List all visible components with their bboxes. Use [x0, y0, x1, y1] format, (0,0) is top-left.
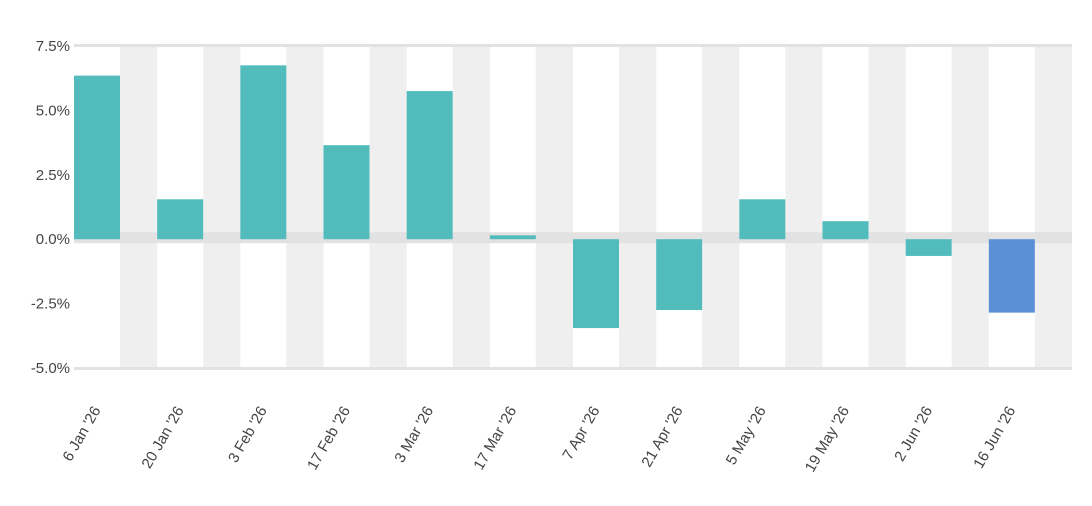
bottom-border — [74, 367, 1072, 370]
y-tick-label: 5.0% — [36, 102, 70, 119]
column-band — [951, 46, 989, 368]
bar-7[interactable] — [656, 239, 703, 311]
bar-5[interactable] — [489, 235, 536, 240]
top-border — [74, 44, 1072, 47]
column-band — [1034, 46, 1072, 368]
x-tick-label: 16 Jun '26 — [970, 403, 1019, 471]
bars — [74, 65, 1035, 329]
column-bands — [120, 46, 1072, 368]
x-tick-label: 2 Jun '26 — [891, 404, 936, 465]
x-tick-label: 19 May '26 — [802, 404, 853, 476]
y-tick-label: -2.5% — [31, 296, 70, 313]
column-band — [785, 46, 823, 368]
column-band — [286, 46, 324, 368]
bar-6[interactable] — [573, 239, 619, 329]
column-band — [203, 46, 241, 368]
bar-8[interactable] — [739, 199, 786, 240]
x-tick-label: 6 Jan '26 — [60, 404, 105, 465]
x-tick-label: 17 Mar '26 — [470, 404, 520, 473]
x-tick-label: 3 Mar '26 — [391, 404, 437, 466]
zero-line — [74, 232, 1072, 244]
zero-band — [74, 44, 1072, 370]
x-tick-label: 7 Apr '26 — [559, 404, 603, 463]
x-tick-label: 5 May '26 — [723, 404, 770, 468]
bar-4[interactable] — [406, 91, 453, 240]
y-tick-label: -5.0% — [31, 360, 70, 377]
y-axis-ticks: 7.5% 5.0% 2.5% 0.0% -2.5% -5.0% — [31, 38, 70, 377]
column-band — [702, 46, 740, 368]
column-band — [535, 46, 573, 368]
x-tick-label: 3 Feb '26 — [225, 404, 271, 466]
bar-9[interactable] — [822, 221, 869, 240]
column-band — [369, 46, 407, 368]
bar-10[interactable] — [905, 239, 952, 256]
column-band — [619, 46, 657, 368]
bar-1[interactable] — [157, 199, 204, 240]
column-band — [452, 46, 490, 368]
y-tick-label: 0.0% — [36, 231, 70, 248]
column-band — [120, 46, 158, 368]
column-band — [868, 46, 906, 368]
bar-0[interactable] — [74, 75, 120, 240]
y-tick-label: 7.5% — [36, 38, 70, 55]
bar-11[interactable] — [988, 239, 1035, 313]
x-axis-ticks: 6 Jan '26 20 Jan '26 3 Feb '26 17 Feb '26 3 … — [60, 403, 1020, 475]
y-tick-label: 2.5% — [36, 167, 70, 184]
x-tick-label: 17 Feb '26 — [304, 404, 354, 473]
bar-2[interactable] — [240, 65, 287, 240]
x-tick-label: 20 Jan '26 — [139, 404, 188, 472]
bar-3[interactable] — [323, 145, 370, 240]
x-tick-label: 21 Apr '26 — [638, 404, 686, 471]
